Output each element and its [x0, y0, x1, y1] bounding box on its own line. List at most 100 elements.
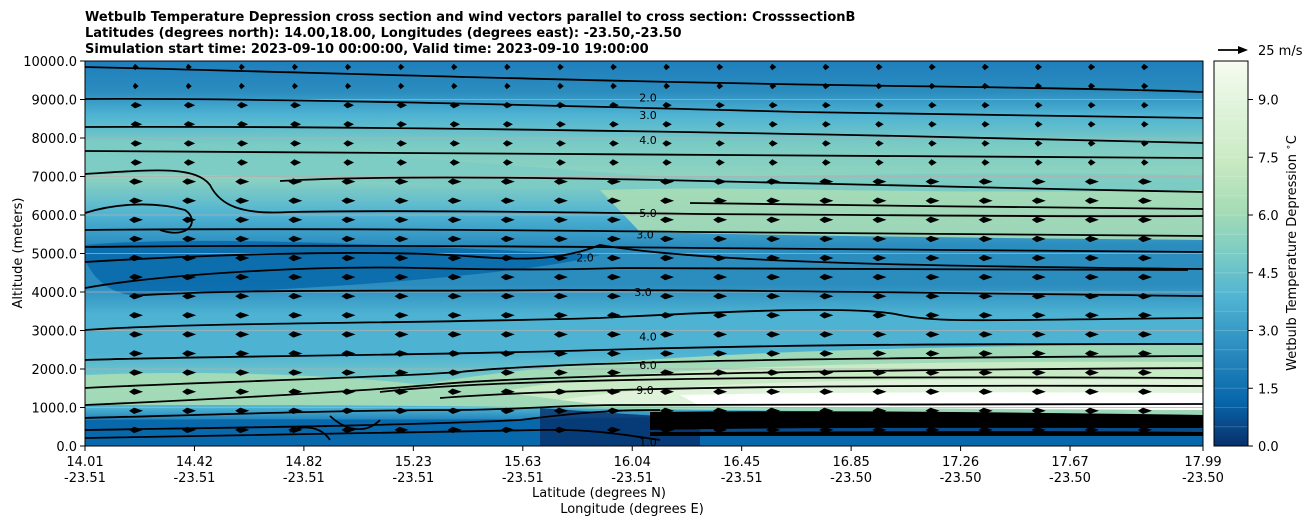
wind-arrow [1084, 407, 1099, 414]
wind-arrow [660, 388, 675, 395]
wind-arrow [1088, 82, 1096, 90]
wind-arrow [713, 312, 728, 319]
wind-arrow [553, 178, 568, 185]
wind-arrow [821, 121, 831, 128]
wind-arrow [819, 216, 834, 223]
wind-arrow [447, 312, 462, 319]
wind-arrow [500, 293, 515, 300]
wind-arrow [925, 197, 940, 204]
wind-arrow [1084, 254, 1099, 262]
wind-arrow [182, 369, 197, 376]
wind-arrow [716, 63, 724, 71]
wind-arrow [183, 121, 196, 128]
wind-arrow [394, 312, 409, 319]
wind-arrow [660, 293, 675, 300]
wind-arrow [235, 178, 250, 185]
contour-label: 3.0 [639, 109, 657, 122]
y-tick-label: 3000.0 [32, 325, 78, 340]
wind-arrow [660, 273, 675, 281]
wind-arrow [556, 159, 566, 166]
wind-arrow [185, 82, 192, 90]
wind-arrow [288, 273, 303, 281]
y-tick-label: 0.0 [56, 440, 77, 455]
wind-arrow [662, 102, 672, 109]
contour-label: 1.0 [639, 436, 657, 449]
colorbar-tick-label: 4.5 [1258, 267, 1279, 282]
wind-arrow [1031, 331, 1046, 338]
wind-arrow [398, 82, 405, 90]
wind-arrow [1084, 369, 1099, 376]
wind-arrow [713, 331, 728, 338]
wind-arrow [766, 312, 781, 319]
wind-arrow [447, 254, 462, 262]
wind-arrow [660, 235, 675, 243]
wind-arrow [1137, 235, 1152, 243]
wind-arrow [341, 273, 356, 281]
wind-arrow [1084, 273, 1099, 281]
wind-arrow [819, 273, 834, 281]
wind-arrow [500, 369, 515, 376]
wind-arrow [290, 140, 302, 147]
wind-arrow [925, 293, 940, 300]
title: Wetbulb Temperature Depression cross sec… [85, 10, 855, 57]
wind-arrow [129, 273, 144, 281]
wind-arrow [396, 102, 408, 109]
wind-arrow [660, 216, 675, 223]
wind-arrow [341, 235, 356, 243]
wind-arrow [662, 140, 672, 147]
wind-arrow [235, 254, 250, 262]
x-tick-label-lon: -23.50 [1049, 471, 1091, 486]
wind-arrow [556, 121, 566, 128]
wind-arrow [663, 82, 671, 90]
wind-arrow [660, 254, 675, 262]
wind-arrow [341, 216, 356, 223]
wind-arrow [288, 197, 303, 204]
wind-arrow [129, 350, 144, 357]
wind-arrow [447, 273, 462, 281]
wind-arrow [821, 140, 831, 147]
contour-label: 3.0 [636, 228, 654, 241]
wind-arrow [182, 407, 197, 414]
wind-arrow [978, 369, 993, 376]
wind-arrow [1031, 254, 1046, 262]
x-tick-label-lon: -23.50 [1182, 471, 1224, 486]
contour-label: 2.0 [576, 251, 594, 264]
wind-arrow [925, 331, 940, 338]
wind-arrow [1031, 388, 1046, 395]
wind-arrow [129, 369, 144, 376]
wind-arrow [819, 388, 834, 395]
wind-arrow [978, 273, 993, 281]
colorbar-gradient [1214, 61, 1248, 446]
wind-arrow [1035, 63, 1043, 71]
wind-arrow [715, 102, 725, 109]
wind-arrow [394, 426, 409, 434]
wind-arrow [821, 102, 831, 109]
wind-arrow [288, 254, 303, 262]
wind-arrow [553, 273, 568, 281]
quiver-key: 25 m/s [1218, 44, 1303, 59]
wind-arrow [449, 140, 460, 147]
wind-arrow [345, 63, 352, 71]
wind-arrow [1084, 216, 1099, 223]
wind-arrow [872, 197, 887, 204]
wind-arrow [553, 312, 568, 319]
wind-arrow [1031, 273, 1046, 281]
y-tick-label: 5000.0 [32, 248, 78, 263]
wind-arrow [1034, 140, 1043, 147]
wind-arrow [766, 331, 781, 338]
wind-arrow [768, 121, 778, 128]
wind-arrow [451, 63, 458, 71]
wind-arrow [1084, 312, 1099, 319]
wind-arrow [1084, 388, 1099, 395]
wind-arrow [713, 388, 728, 395]
x-tick-label-lon: -23.51 [392, 471, 434, 486]
wind-arrow [341, 197, 356, 204]
wind-arrow [872, 235, 887, 243]
wind-arrow [182, 197, 197, 204]
x-tick-label-lon: -23.51 [283, 471, 325, 486]
wind-arrow [819, 235, 834, 243]
colorbar-tick-label: 7.5 [1258, 151, 1279, 166]
wind-arrow [609, 140, 619, 147]
wind-arrow [1137, 426, 1152, 434]
wind-arrow [343, 140, 355, 147]
